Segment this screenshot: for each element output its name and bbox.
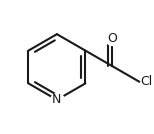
Text: O: O — [107, 32, 117, 45]
Text: N: N — [52, 93, 62, 106]
Text: Cl: Cl — [141, 75, 153, 88]
